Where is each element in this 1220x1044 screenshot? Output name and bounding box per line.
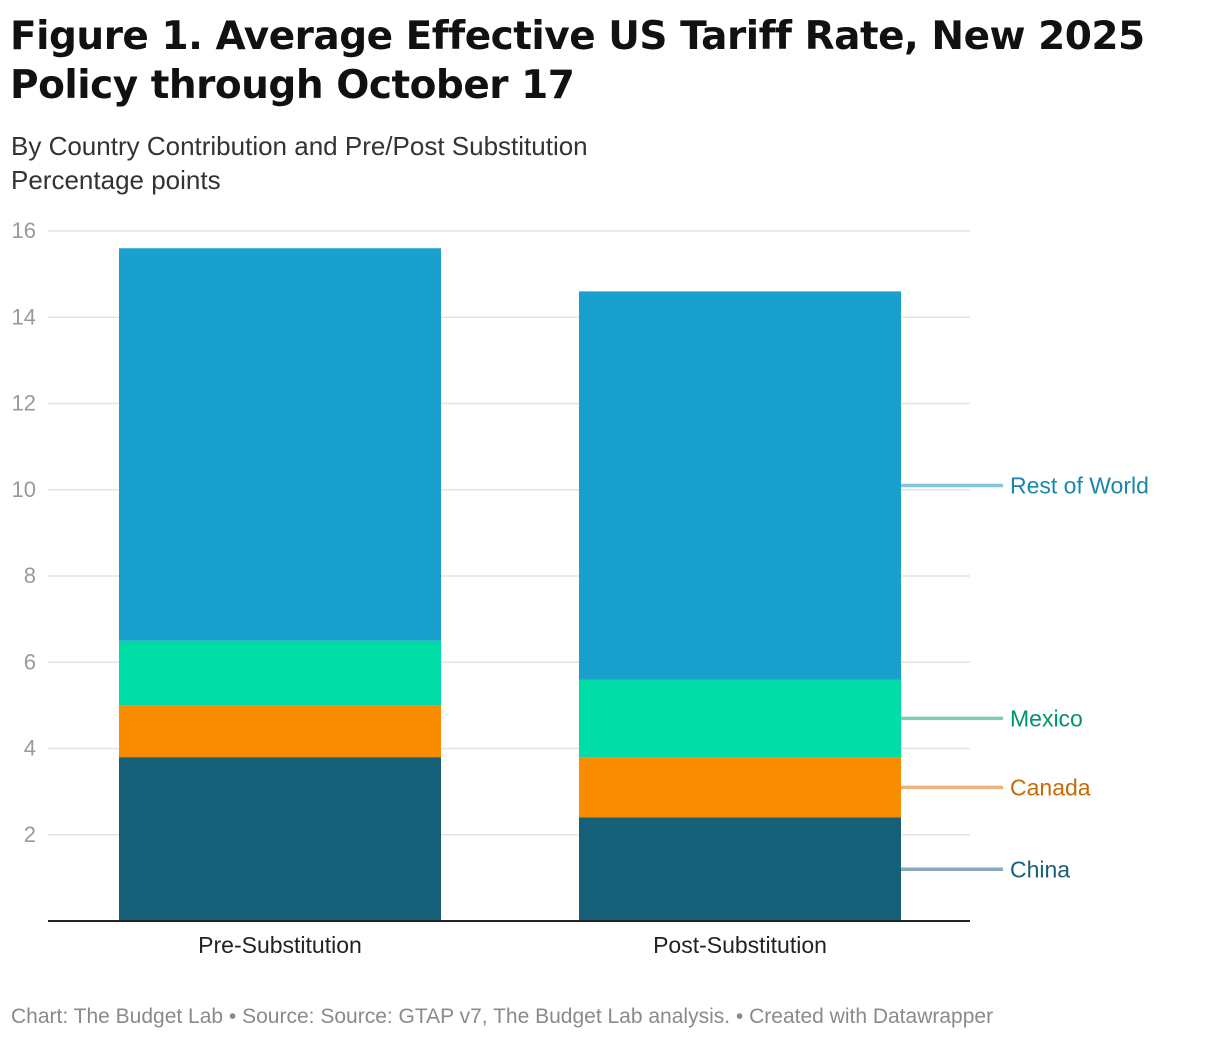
series-label-rest-of-world: Rest of World [1010, 472, 1149, 498]
series-label-mexico: Mexico [1010, 705, 1083, 731]
y-tick-label-12: 12 [12, 391, 36, 416]
bar-post-substitution-canada [579, 757, 901, 818]
footer-created-with: Created with Datawrapper [749, 1005, 994, 1028]
bar-pre-substitution-mexico [119, 640, 441, 706]
y-tick-label-14: 14 [12, 304, 36, 329]
bar-post-substitution-rest-of-world [579, 291, 901, 680]
chart-title: Figure 1. Average Effective US Tariff Ra… [10, 14, 1145, 108]
bar-pre-substitution-rest-of-world [119, 248, 441, 641]
footer-separator-1: • [223, 1005, 243, 1028]
bar-post-substitution-china [579, 817, 901, 921]
series-label-canada: Canada [1010, 774, 1091, 800]
bar-pre-substitution-canada [119, 705, 441, 758]
y-tick-label-2: 2 [24, 822, 36, 847]
y-tick-label-10: 10 [12, 477, 36, 502]
x-category-label-post-substitution: Post-Substitution [653, 932, 827, 958]
y-tick-label-4: 4 [24, 736, 36, 761]
y-tick-label-8: 8 [24, 563, 36, 588]
series-label-china: China [1010, 856, 1070, 882]
footer-chart-credit: Chart: The Budget Lab [11, 1005, 224, 1028]
unit-line: Percentage points [11, 165, 221, 195]
y-tick-label-6: 6 [24, 649, 36, 674]
footer-separator-2: • [730, 1005, 750, 1028]
x-category-label-pre-substitution: Pre-Substitution [198, 932, 362, 958]
chart-subtitle: By Country Contribution and Pre/Post Sub… [11, 131, 588, 161]
bar-pre-substitution-china [119, 757, 441, 921]
chart-footer: Chart: The Budget Lab • Source: Source: … [11, 1005, 993, 1029]
stacked-bar-chart: 2 4 6 8 10 12 14 16 Pre-Substitution Post-Substit… [12, 218, 1149, 958]
footer-source: Source: Source: GTAP v7, The Budget Lab … [242, 1005, 731, 1028]
y-tick-label-16: 16 [12, 218, 36, 243]
bar-post-substitution-mexico [579, 679, 901, 758]
